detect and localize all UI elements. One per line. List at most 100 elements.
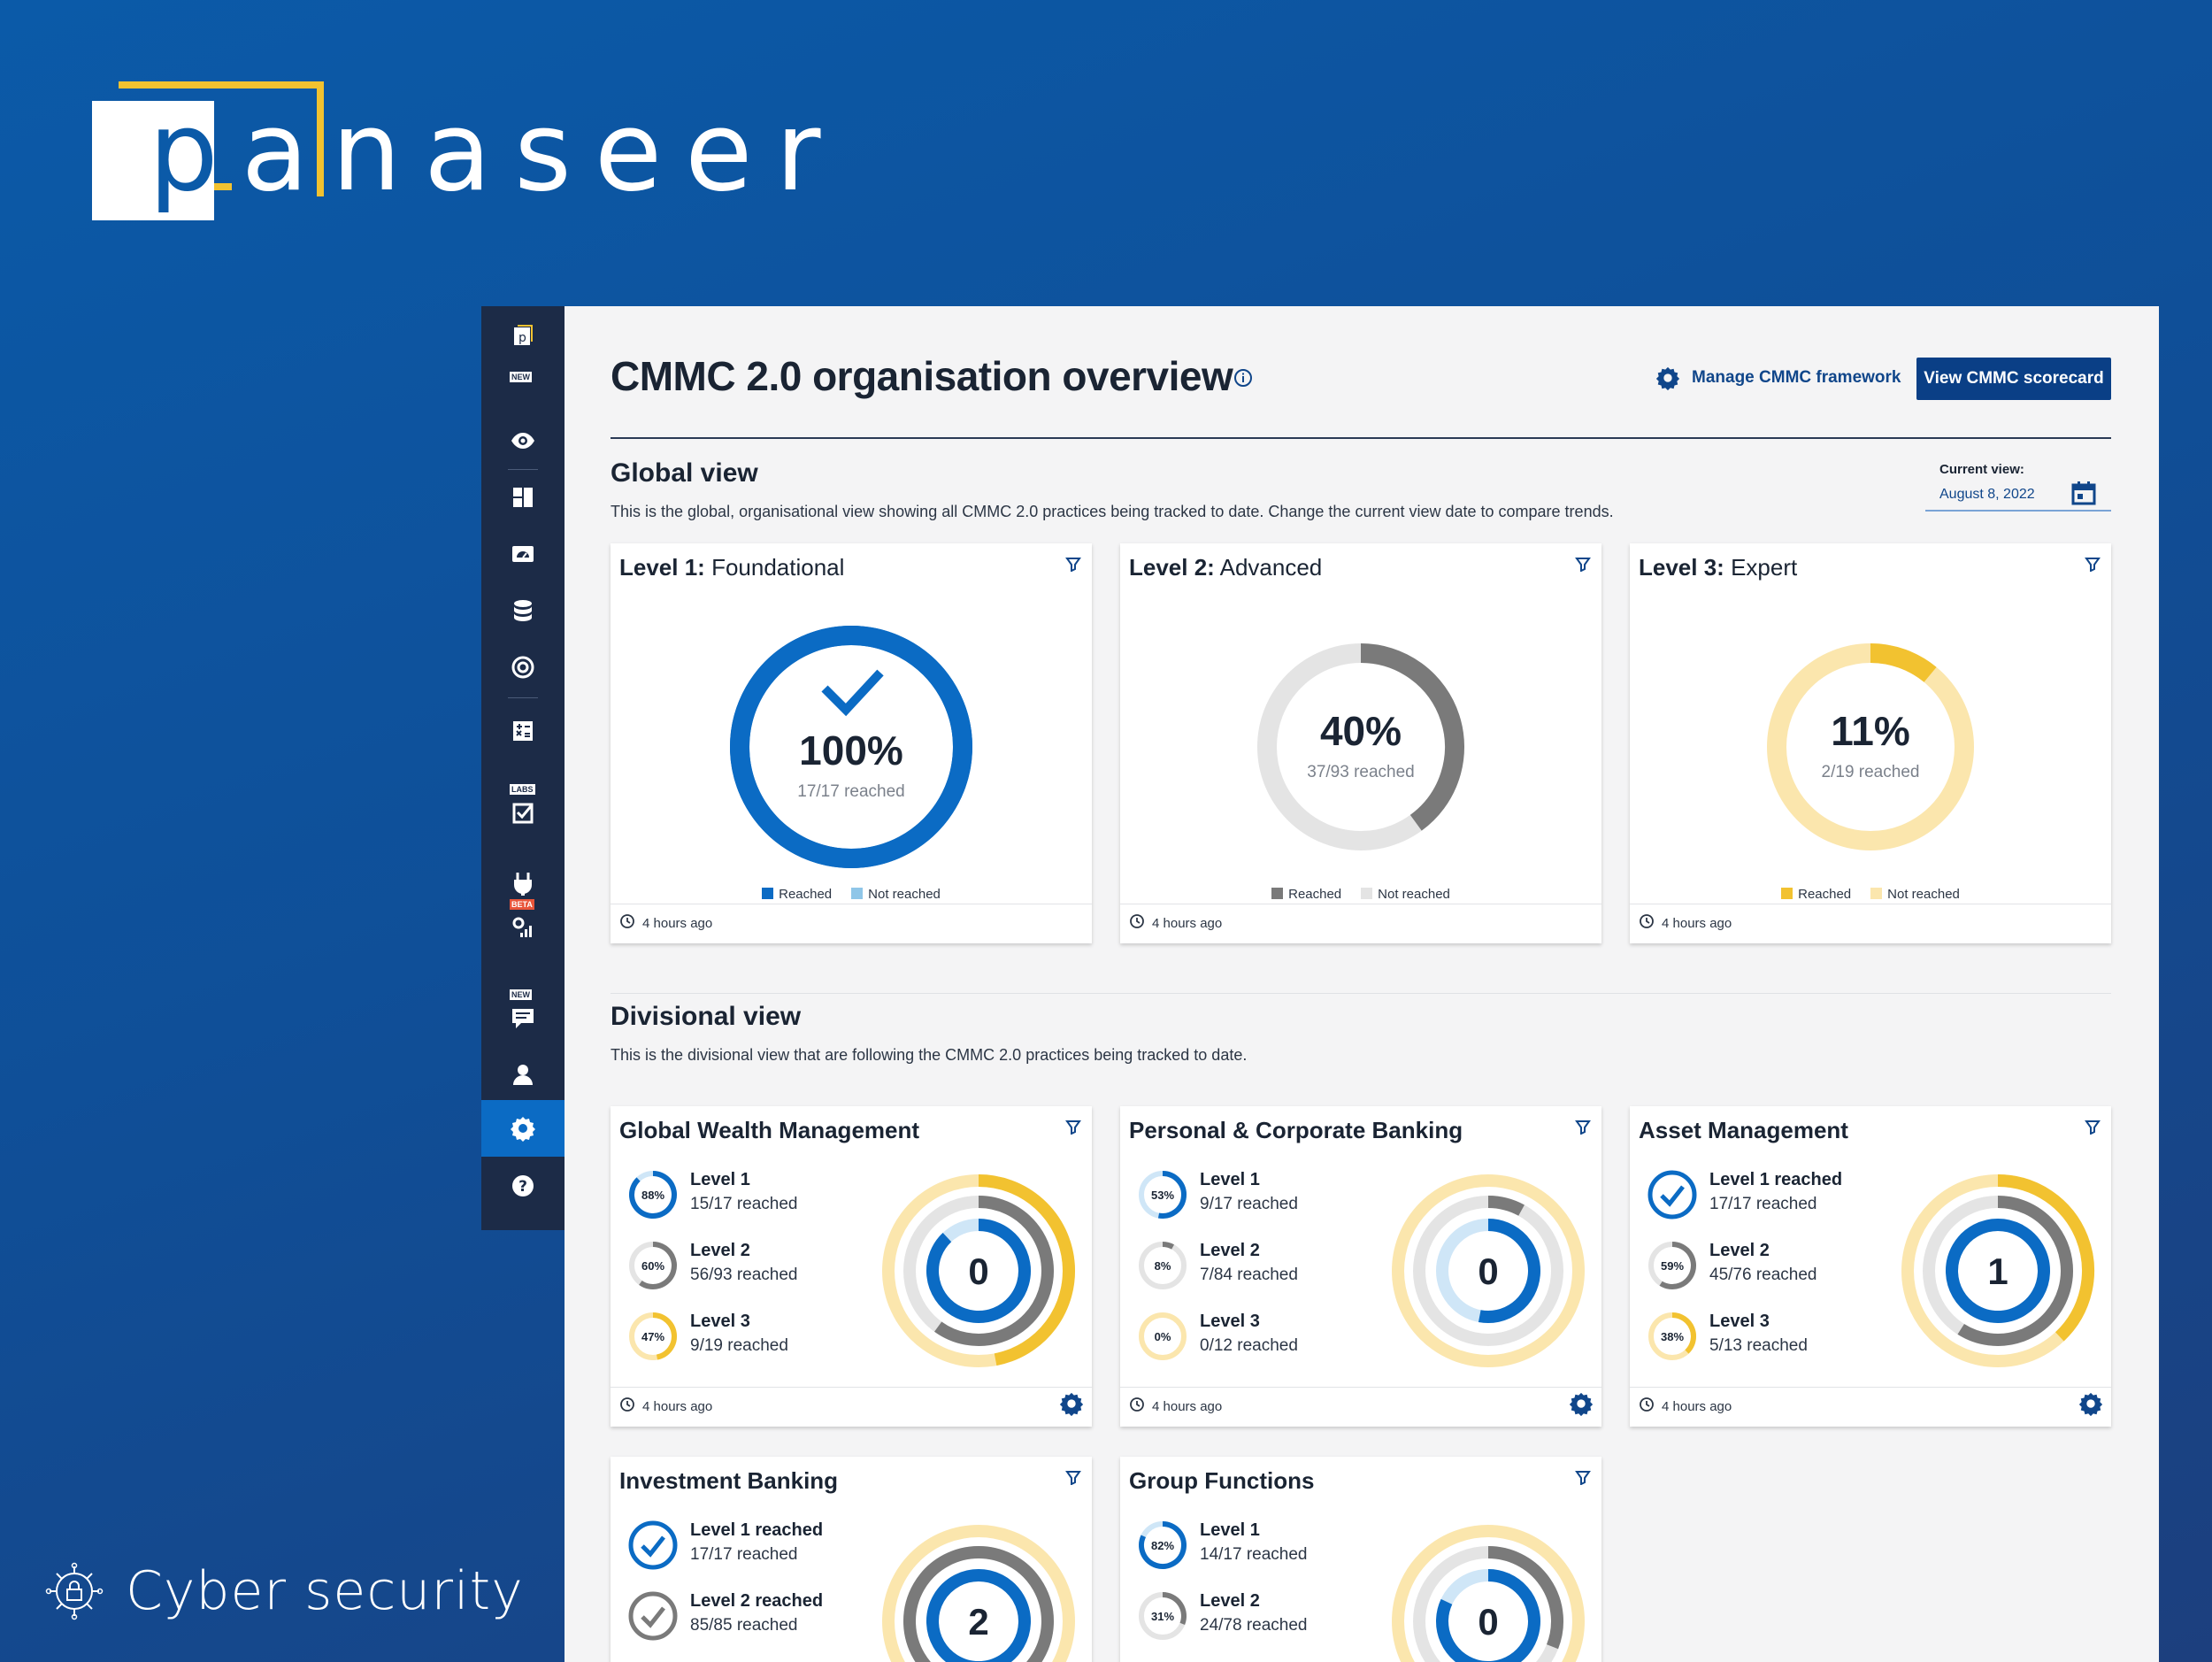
level-donut-arc bbox=[1870, 643, 1937, 683]
level-progress-mini-donut: 59% bbox=[1646, 1239, 1699, 1292]
level-name: Level 1 bbox=[1200, 1170, 1260, 1189]
logo-corner-accent-small bbox=[214, 183, 232, 190]
level-card-title: Level 2: Advanced bbox=[1129, 554, 1323, 581]
settings-gear-icon[interactable] bbox=[481, 1100, 565, 1157]
section-divider bbox=[611, 993, 2111, 994]
division-card[interactable]: Investment Banking Level 1 reached 17/17 … bbox=[611, 1457, 1092, 1662]
chat-icon[interactable] bbox=[481, 998, 565, 1037]
filter-icon[interactable] bbox=[1575, 1469, 1591, 1489]
level-percent: 88% bbox=[641, 1188, 665, 1202]
level-reached-count: 17/17 reached bbox=[690, 1545, 798, 1564]
division-settings-gear-icon[interactable] bbox=[1568, 1390, 1594, 1421]
current-view-date-picker[interactable]: Current view: August 8, 2022 bbox=[1925, 462, 2111, 512]
division-card[interactable]: Personal & Corporate Banking 4 hours ago… bbox=[1120, 1106, 1601, 1427]
calculator-icon[interactable] bbox=[481, 712, 565, 750]
division-settings-gear-icon[interactable] bbox=[1058, 1390, 1085, 1421]
last-updated: 4 hours ago bbox=[1639, 1397, 1732, 1416]
level-name: Level 1 bbox=[1200, 1520, 1260, 1540]
mini-donut-arc bbox=[629, 1171, 677, 1219]
level-progress-mini-donut: 47% bbox=[626, 1310, 680, 1363]
user-icon[interactable] bbox=[481, 1055, 565, 1094]
division-card[interactable]: Asset Management 4 hours ago Level 1 rea… bbox=[1630, 1106, 2111, 1427]
divisional-view-description: This is the divisional view that are fol… bbox=[611, 1046, 1248, 1064]
level-reached-count: 2/19 reached bbox=[1822, 763, 1920, 781]
calendar-icon[interactable] bbox=[2070, 480, 2097, 511]
level-progress-mini-donut bbox=[1646, 1168, 1699, 1221]
level-percent: 38% bbox=[1660, 1329, 1685, 1343]
card-footer-divider bbox=[1120, 1387, 1601, 1388]
svg-text:?: ? bbox=[518, 1178, 527, 1196]
division-settings-gear-icon[interactable] bbox=[2078, 1390, 2104, 1421]
level-reached-count: 56/93 reached bbox=[690, 1266, 798, 1284]
manage-cmmc-framework-link[interactable]: Manage CMMC framework bbox=[1655, 365, 1901, 391]
database-icon[interactable] bbox=[481, 591, 565, 630]
level-reached-count: 37/93 reached bbox=[1307, 763, 1415, 781]
checklist-icon[interactable] bbox=[481, 793, 565, 832]
last-updated: 4 hours ago bbox=[1639, 913, 1732, 933]
division-card[interactable]: Group Functions 82% Level 1 14/17 reached 3… bbox=[1120, 1457, 1601, 1662]
division-ring-level-3-track bbox=[1392, 1174, 1585, 1367]
complete-ring bbox=[628, 1591, 678, 1641]
mini-donut-arc bbox=[1659, 1242, 1696, 1289]
division-level-row: Level 1 reached 17/17 reached bbox=[1646, 1165, 1911, 1227]
division-name: Group Functions bbox=[1129, 1467, 1315, 1494]
level-percent: 59% bbox=[1660, 1258, 1685, 1273]
help-icon[interactable]: ? bbox=[481, 1166, 565, 1205]
card-footer-divider bbox=[1630, 1387, 2111, 1388]
info-icon[interactable] bbox=[1233, 368, 1253, 392]
level-percent: 47% bbox=[641, 1329, 665, 1343]
level-card-2[interactable]: Level 2: Advanced Reached Not reached 4 … bbox=[1120, 543, 1601, 943]
mini-donut-arc bbox=[1162, 1242, 1175, 1250]
level-name: Level 2 bbox=[1200, 1241, 1260, 1260]
division-level-row: 82% Level 1 14/17 reached bbox=[1136, 1515, 1402, 1577]
level-reached-count: 45/76 reached bbox=[1709, 1266, 1817, 1284]
level-name: Level 2 bbox=[1200, 1591, 1260, 1611]
target-icon[interactable] bbox=[481, 648, 565, 687]
level-reached-count: 17/17 reached bbox=[1709, 1195, 1817, 1213]
legend-not-reached: Not reached bbox=[1361, 887, 1450, 902]
division-level-row: 53% Level 1 9/17 reached bbox=[1136, 1165, 1402, 1227]
levels-reached-count: 2 bbox=[968, 1601, 988, 1643]
dashboard-icon[interactable] bbox=[481, 478, 565, 517]
level-percent: 8% bbox=[1154, 1258, 1171, 1273]
view-cmmc-scorecard-button[interactable]: View CMMC scorecard bbox=[1916, 358, 2111, 400]
filter-icon[interactable] bbox=[1065, 556, 1081, 576]
chart-legend: Reached Not reached bbox=[1120, 887, 1601, 902]
filter-icon[interactable] bbox=[1065, 1469, 1081, 1489]
legend-not-reached: Not reached bbox=[1870, 887, 1960, 902]
filter-icon[interactable] bbox=[2085, 556, 2101, 576]
global-view-heading: Global view bbox=[611, 458, 758, 488]
brand-wordmark: panaseer bbox=[149, 88, 844, 216]
level-name: Level 2 bbox=[690, 1241, 750, 1260]
level-percent: 11% bbox=[1831, 708, 1910, 754]
panaseer-nav-icon[interactable]: p bbox=[481, 317, 565, 356]
mini-donut-arc bbox=[652, 1312, 677, 1360]
division-concentric-rings: 0 bbox=[1392, 1174, 1585, 1367]
filter-icon[interactable] bbox=[1575, 1119, 1591, 1139]
check-icon bbox=[641, 1535, 665, 1558]
level-card-3[interactable]: Level 3: Expert Reached Not reached 4 ho… bbox=[1630, 543, 2111, 943]
sidebar-nav: p NEW LABS BETA NEW ? bbox=[481, 306, 565, 1230]
chart-legend: Reached Not reached bbox=[1630, 887, 2111, 902]
division-level-row: 60% Level 2 56/93 reached bbox=[626, 1235, 892, 1297]
filter-icon[interactable] bbox=[2085, 1119, 2101, 1139]
division-concentric-rings: 2 bbox=[882, 1525, 1075, 1662]
clock-icon bbox=[1129, 913, 1145, 933]
settings-chart-icon[interactable] bbox=[481, 908, 565, 947]
check-icon bbox=[1660, 1185, 1685, 1207]
eye-icon[interactable] bbox=[481, 421, 565, 460]
filter-icon[interactable] bbox=[1065, 1119, 1081, 1139]
cyber-security-icon bbox=[45, 1562, 104, 1620]
legend-not-reached: Not reached bbox=[851, 887, 941, 902]
level-card-1[interactable]: Level 1: Foundational Reached Not reache… bbox=[611, 543, 1092, 943]
current-view-date: August 8, 2022 bbox=[1939, 487, 2035, 502]
plug-icon[interactable] bbox=[481, 864, 565, 903]
level-donut-arc bbox=[730, 626, 972, 868]
mini-donut-arc bbox=[639, 1242, 677, 1289]
division-card[interactable]: Global Wealth Management 4 hours ago 88%… bbox=[611, 1106, 1092, 1427]
last-updated: 4 hours ago bbox=[619, 913, 712, 933]
reports-icon[interactable] bbox=[481, 535, 565, 573]
level-percent: 53% bbox=[1150, 1188, 1175, 1202]
clock-icon bbox=[1639, 1397, 1655, 1416]
filter-icon[interactable] bbox=[1575, 556, 1591, 576]
